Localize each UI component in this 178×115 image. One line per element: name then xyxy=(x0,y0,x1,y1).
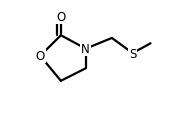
Text: O: O xyxy=(36,50,45,63)
Text: O: O xyxy=(56,11,66,24)
Text: S: S xyxy=(129,47,136,60)
Text: N: N xyxy=(81,43,90,56)
